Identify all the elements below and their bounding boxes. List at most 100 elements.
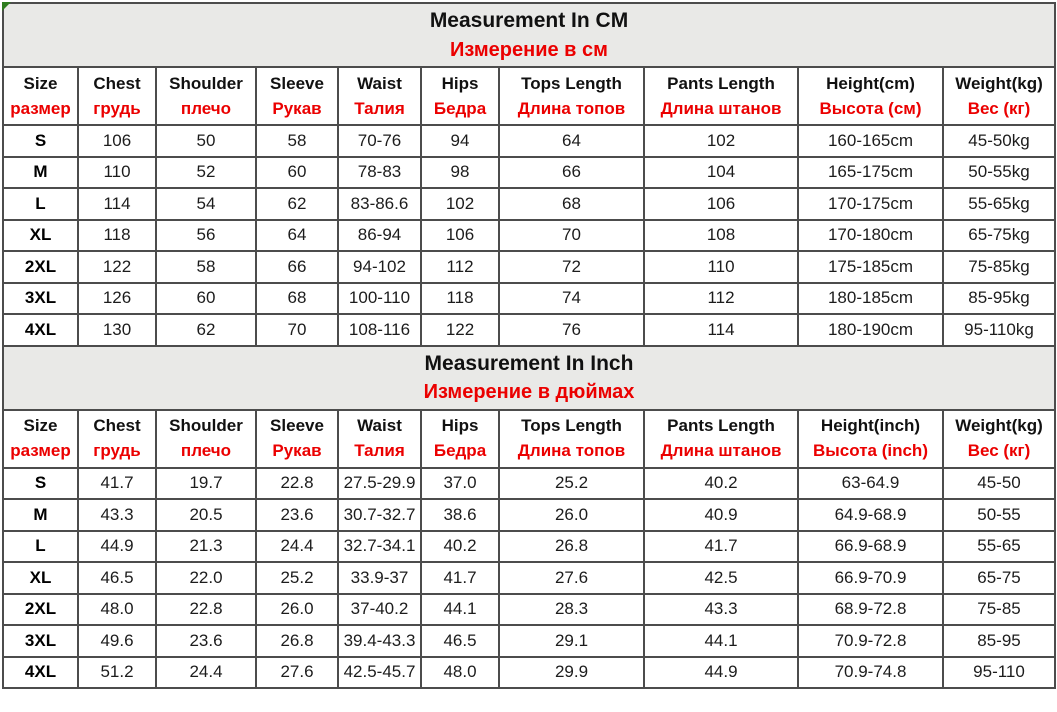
measurement-cell: 94 bbox=[420, 124, 500, 158]
column-header: Hips Бедра bbox=[420, 408, 500, 469]
measurement-cell: 26.0 bbox=[255, 592, 339, 626]
table-title-cell: Measurement In Inch Измерение в дюймах bbox=[2, 344, 1056, 411]
column-header-en: Sleeve bbox=[270, 416, 324, 435]
column-header: Size размер bbox=[2, 66, 79, 126]
column-header-ru: грудь bbox=[93, 441, 141, 461]
measurement-cell: 104 bbox=[643, 155, 799, 189]
measurement-cell: 25.2 bbox=[255, 561, 339, 595]
column-header-en: Weight(kg) bbox=[955, 416, 1043, 435]
measurement-cell: 126 bbox=[77, 281, 157, 315]
measurement-cell: 45-50 bbox=[942, 466, 1056, 500]
size-table-inch: Measurement In Inch Измерение в дюймах Siz… bbox=[2, 344, 1056, 690]
measurement-cell: 62 bbox=[155, 313, 257, 347]
measurement-cell: 66 bbox=[255, 250, 339, 284]
measurement-cell: 112 bbox=[420, 250, 500, 284]
size-label-cell: S bbox=[2, 124, 79, 158]
column-header: Height(cm) Высота (см) bbox=[797, 66, 944, 126]
measurement-cell: 68.9-72.8 bbox=[797, 592, 944, 626]
measurement-cell: 170-180cm bbox=[797, 218, 944, 252]
measurement-cell: 64 bbox=[498, 124, 645, 158]
measurement-cell: 60 bbox=[255, 155, 339, 189]
measurement-cell: 64.9-68.9 bbox=[797, 498, 944, 532]
column-header-en: Size bbox=[23, 416, 58, 435]
measurement-cell: 170-175cm bbox=[797, 187, 944, 221]
measurement-cell: 43.3 bbox=[643, 592, 799, 626]
measurement-cell: 106 bbox=[77, 124, 157, 158]
column-header-ru: Длина топов bbox=[517, 441, 626, 461]
measurement-cell: 49.6 bbox=[77, 624, 157, 658]
measurement-cell: 55-65kg bbox=[942, 187, 1056, 221]
table-row: S 41.7 19.7 22.8 27.5-29.9 37.0 25.2 40.2 63-64.… bbox=[2, 466, 1056, 500]
measurement-cell: 70-76 bbox=[337, 124, 422, 158]
measurement-cell: 72 bbox=[498, 250, 645, 284]
measurement-cell: 70 bbox=[255, 313, 339, 347]
measurement-cell: 44.9 bbox=[643, 655, 799, 689]
measurement-cell: 26.8 bbox=[498, 529, 645, 563]
column-header-en: Pants Length bbox=[667, 416, 775, 435]
column-header: Pants Length Длина штанов bbox=[643, 66, 799, 126]
measurement-cell: 114 bbox=[643, 313, 799, 347]
column-header: Size размер bbox=[2, 408, 79, 469]
table-row: S 106 50 58 70-76 94 64 102 160-165cm 45-50kg bbox=[2, 124, 1056, 158]
measurement-cell: 66.9-70.9 bbox=[797, 561, 944, 595]
measurement-cell: 52 bbox=[155, 155, 257, 189]
column-header-ru: грудь bbox=[93, 98, 141, 118]
column-header: Height(inch) Высота (inch) bbox=[797, 408, 944, 469]
measurement-cell: 110 bbox=[77, 155, 157, 189]
column-header: Pants Length Длина штанов bbox=[643, 408, 799, 469]
measurement-cell: 180-190cm bbox=[797, 313, 944, 347]
measurement-cell: 100-110 bbox=[337, 281, 422, 315]
size-label-cell: 2XL bbox=[2, 250, 79, 284]
column-header: Sleeve Рукав bbox=[255, 66, 339, 126]
measurement-cell: 44.1 bbox=[420, 592, 500, 626]
measurement-cell: 22.8 bbox=[255, 466, 339, 500]
measurement-cell: 114 bbox=[77, 187, 157, 221]
size-label-cell: XL bbox=[2, 218, 79, 252]
measurement-cell: 106 bbox=[643, 187, 799, 221]
table-row: 2XL 122 58 66 94-102 112 72 110 175-185cm 75-85kg bbox=[2, 250, 1056, 284]
size-label-cell: 3XL bbox=[2, 281, 79, 315]
measurement-cell: 44.9 bbox=[77, 529, 157, 563]
measurement-cell: 64 bbox=[255, 218, 339, 252]
measurement-cell: 98 bbox=[420, 155, 500, 189]
column-header-ru: Вес (кг) bbox=[967, 98, 1031, 118]
measurement-cell: 23.6 bbox=[155, 624, 257, 658]
table-row: L 44.9 21.3 24.4 32.7-34.1 40.2 26.8 41.7 66.9-6… bbox=[2, 529, 1056, 563]
measurement-cell: 40.2 bbox=[420, 529, 500, 563]
column-header-ru: плечо bbox=[180, 98, 232, 118]
measurement-cell: 41.7 bbox=[420, 561, 500, 595]
measurement-cell: 83-86.6 bbox=[337, 187, 422, 221]
column-header-en: Size bbox=[23, 73, 58, 93]
measurement-cell: 180-185cm bbox=[797, 281, 944, 315]
table-row: 3XL 49.6 23.6 26.8 39.4-43.3 46.5 29.1 44.1 70.9… bbox=[2, 624, 1056, 658]
column-header-en: Chest bbox=[93, 73, 141, 93]
measurement-cell: 102 bbox=[420, 187, 500, 221]
measurement-cell: 75-85kg bbox=[942, 250, 1056, 284]
column-header: Waist Талия bbox=[337, 408, 422, 469]
table-row: M 110 52 60 78-83 98 66 104 165-175cm 50-55kg bbox=[2, 155, 1056, 189]
column-header-ru: Рукав bbox=[272, 98, 322, 118]
measurement-cell: 27.6 bbox=[498, 561, 645, 595]
size-label-cell: M bbox=[2, 155, 79, 189]
measurement-cell: 95-110kg bbox=[942, 313, 1056, 347]
column-header-ru: Длина топов bbox=[517, 98, 626, 118]
measurement-cell: 70 bbox=[498, 218, 645, 252]
column-header: Sleeve Рукав bbox=[255, 408, 339, 469]
measurement-cell: 165-175cm bbox=[797, 155, 944, 189]
measurement-cell: 65-75kg bbox=[942, 218, 1056, 252]
column-header: Hips Бедра bbox=[420, 66, 500, 126]
size-label-cell: L bbox=[2, 529, 79, 563]
measurement-cell: 46.5 bbox=[420, 624, 500, 658]
measurement-cell: 86-94 bbox=[337, 218, 422, 252]
column-header-en: Height(inch) bbox=[820, 416, 921, 435]
column-header-ru: Рукав bbox=[272, 441, 322, 461]
measurement-cell: 19.7 bbox=[155, 466, 257, 500]
table-title-ru: Измерение в см bbox=[450, 38, 608, 61]
column-header-ru: Длина штанов bbox=[660, 98, 782, 118]
column-header-en: Pants Length bbox=[667, 73, 775, 93]
table-row: XL 118 56 64 86-94 106 70 108 170-180cm 65-75kg bbox=[2, 218, 1056, 252]
measurement-cell: 85-95kg bbox=[942, 281, 1056, 315]
table-row: 4XL 51.2 24.4 27.6 42.5-45.7 48.0 29.9 44.9 70.9… bbox=[2, 655, 1056, 689]
size-label-cell: L bbox=[2, 187, 79, 221]
column-header: Tops Length Длина топов bbox=[498, 408, 645, 469]
